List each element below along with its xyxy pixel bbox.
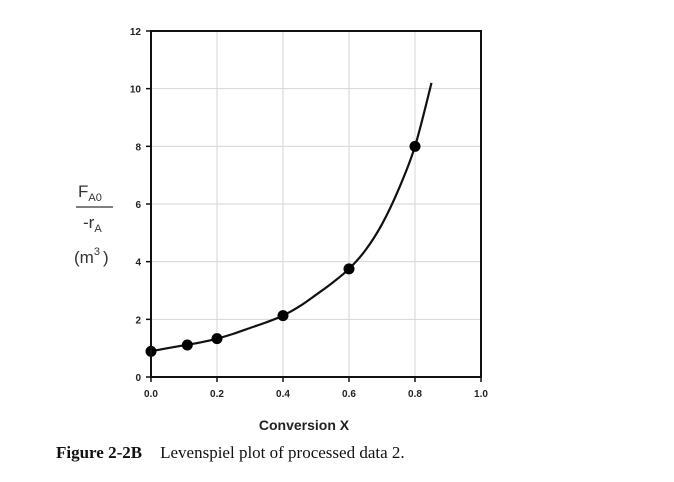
data-point xyxy=(343,263,355,275)
y-tick-label: 8 xyxy=(135,142,141,153)
y-label-numerator-main: F xyxy=(78,182,88,201)
x-tick-label: 0.8 xyxy=(408,389,422,400)
figure-caption-label: Figure 2-2B xyxy=(56,443,143,462)
y-label-unit-close: ) xyxy=(103,248,109,267)
grid-lines xyxy=(151,31,481,377)
points-layer xyxy=(145,140,421,357)
figure-caption-text: Levenspiel plot of processed data 2. xyxy=(160,443,405,462)
x-tick-label: 0.6 xyxy=(342,389,356,400)
y-tick-label: 12 xyxy=(130,27,142,38)
y-tick-label: 4 xyxy=(135,258,141,269)
y-tick-label: 6 xyxy=(135,200,141,211)
y-label-unit-sup: 3 xyxy=(94,246,100,258)
x-tick-label: 0.0 xyxy=(144,389,158,400)
x-tick-label: 0.2 xyxy=(210,389,224,400)
curve-layer xyxy=(150,82,433,353)
y-axis-title: FA0 -rA (m3) xyxy=(74,182,113,267)
y-label-denominator-main: -r xyxy=(83,213,95,232)
figure-caption: Figure 2-2B Levenspiel plot of processed … xyxy=(56,443,405,463)
svg-text:(m3): (m3) xyxy=(74,246,109,267)
x-tick-label: 0.4 xyxy=(276,389,290,400)
data-point xyxy=(211,333,223,345)
x-tick-label: 1.0 xyxy=(474,389,488,400)
fitted-curve xyxy=(150,82,433,353)
y-label-unit-open: (m xyxy=(74,248,94,267)
y-axis-ticks: 0 2 4 6 8 10 12 xyxy=(130,27,151,384)
y-label-denominator-sub: A xyxy=(94,223,102,235)
levenspiel-chart: 0.0 0.2 0.4 0.6 0.8 1.0 0 2 4 6 8 10 12 Conversion … xyxy=(74,27,488,433)
data-point xyxy=(409,140,421,152)
y-tick-label: 10 xyxy=(130,85,142,96)
svg-text:-rA: -rA xyxy=(83,213,102,235)
y-tick-label: 0 xyxy=(135,373,141,384)
x-axis-ticks: 0.0 0.2 0.4 0.6 0.8 1.0 xyxy=(144,377,488,400)
svg-text:FA0: FA0 xyxy=(78,182,102,204)
x-axis-title: Conversion X xyxy=(259,417,350,433)
y-tick-label: 2 xyxy=(135,315,141,326)
data-point xyxy=(181,339,193,351)
y-label-numerator-sub: A0 xyxy=(88,192,101,204)
data-point xyxy=(277,310,289,322)
